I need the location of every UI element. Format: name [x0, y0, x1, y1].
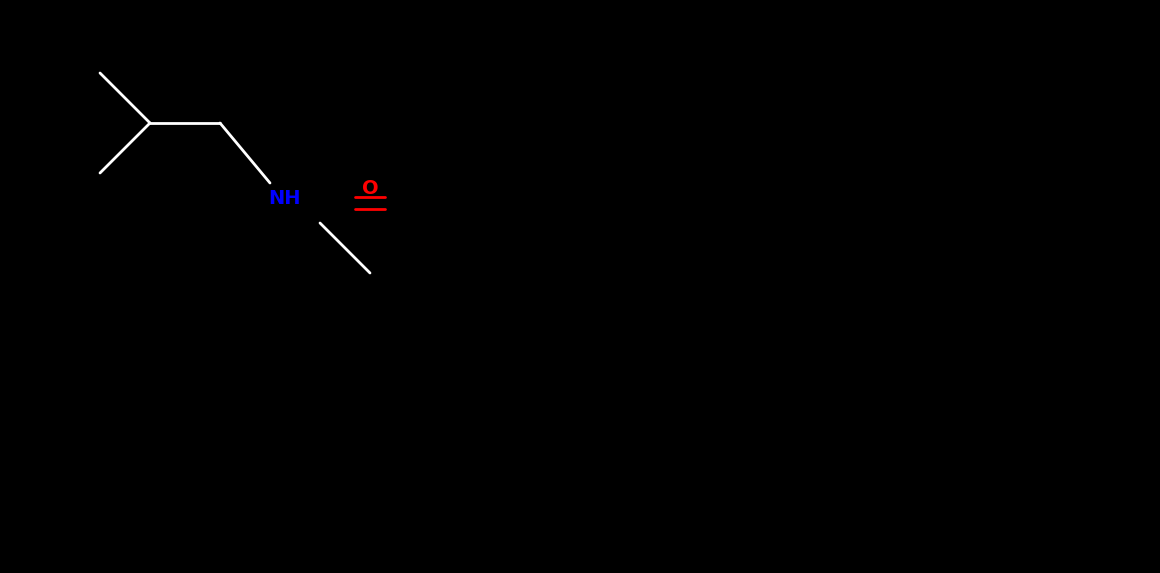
Text: NH: NH	[269, 189, 302, 207]
Text: O: O	[362, 179, 378, 198]
